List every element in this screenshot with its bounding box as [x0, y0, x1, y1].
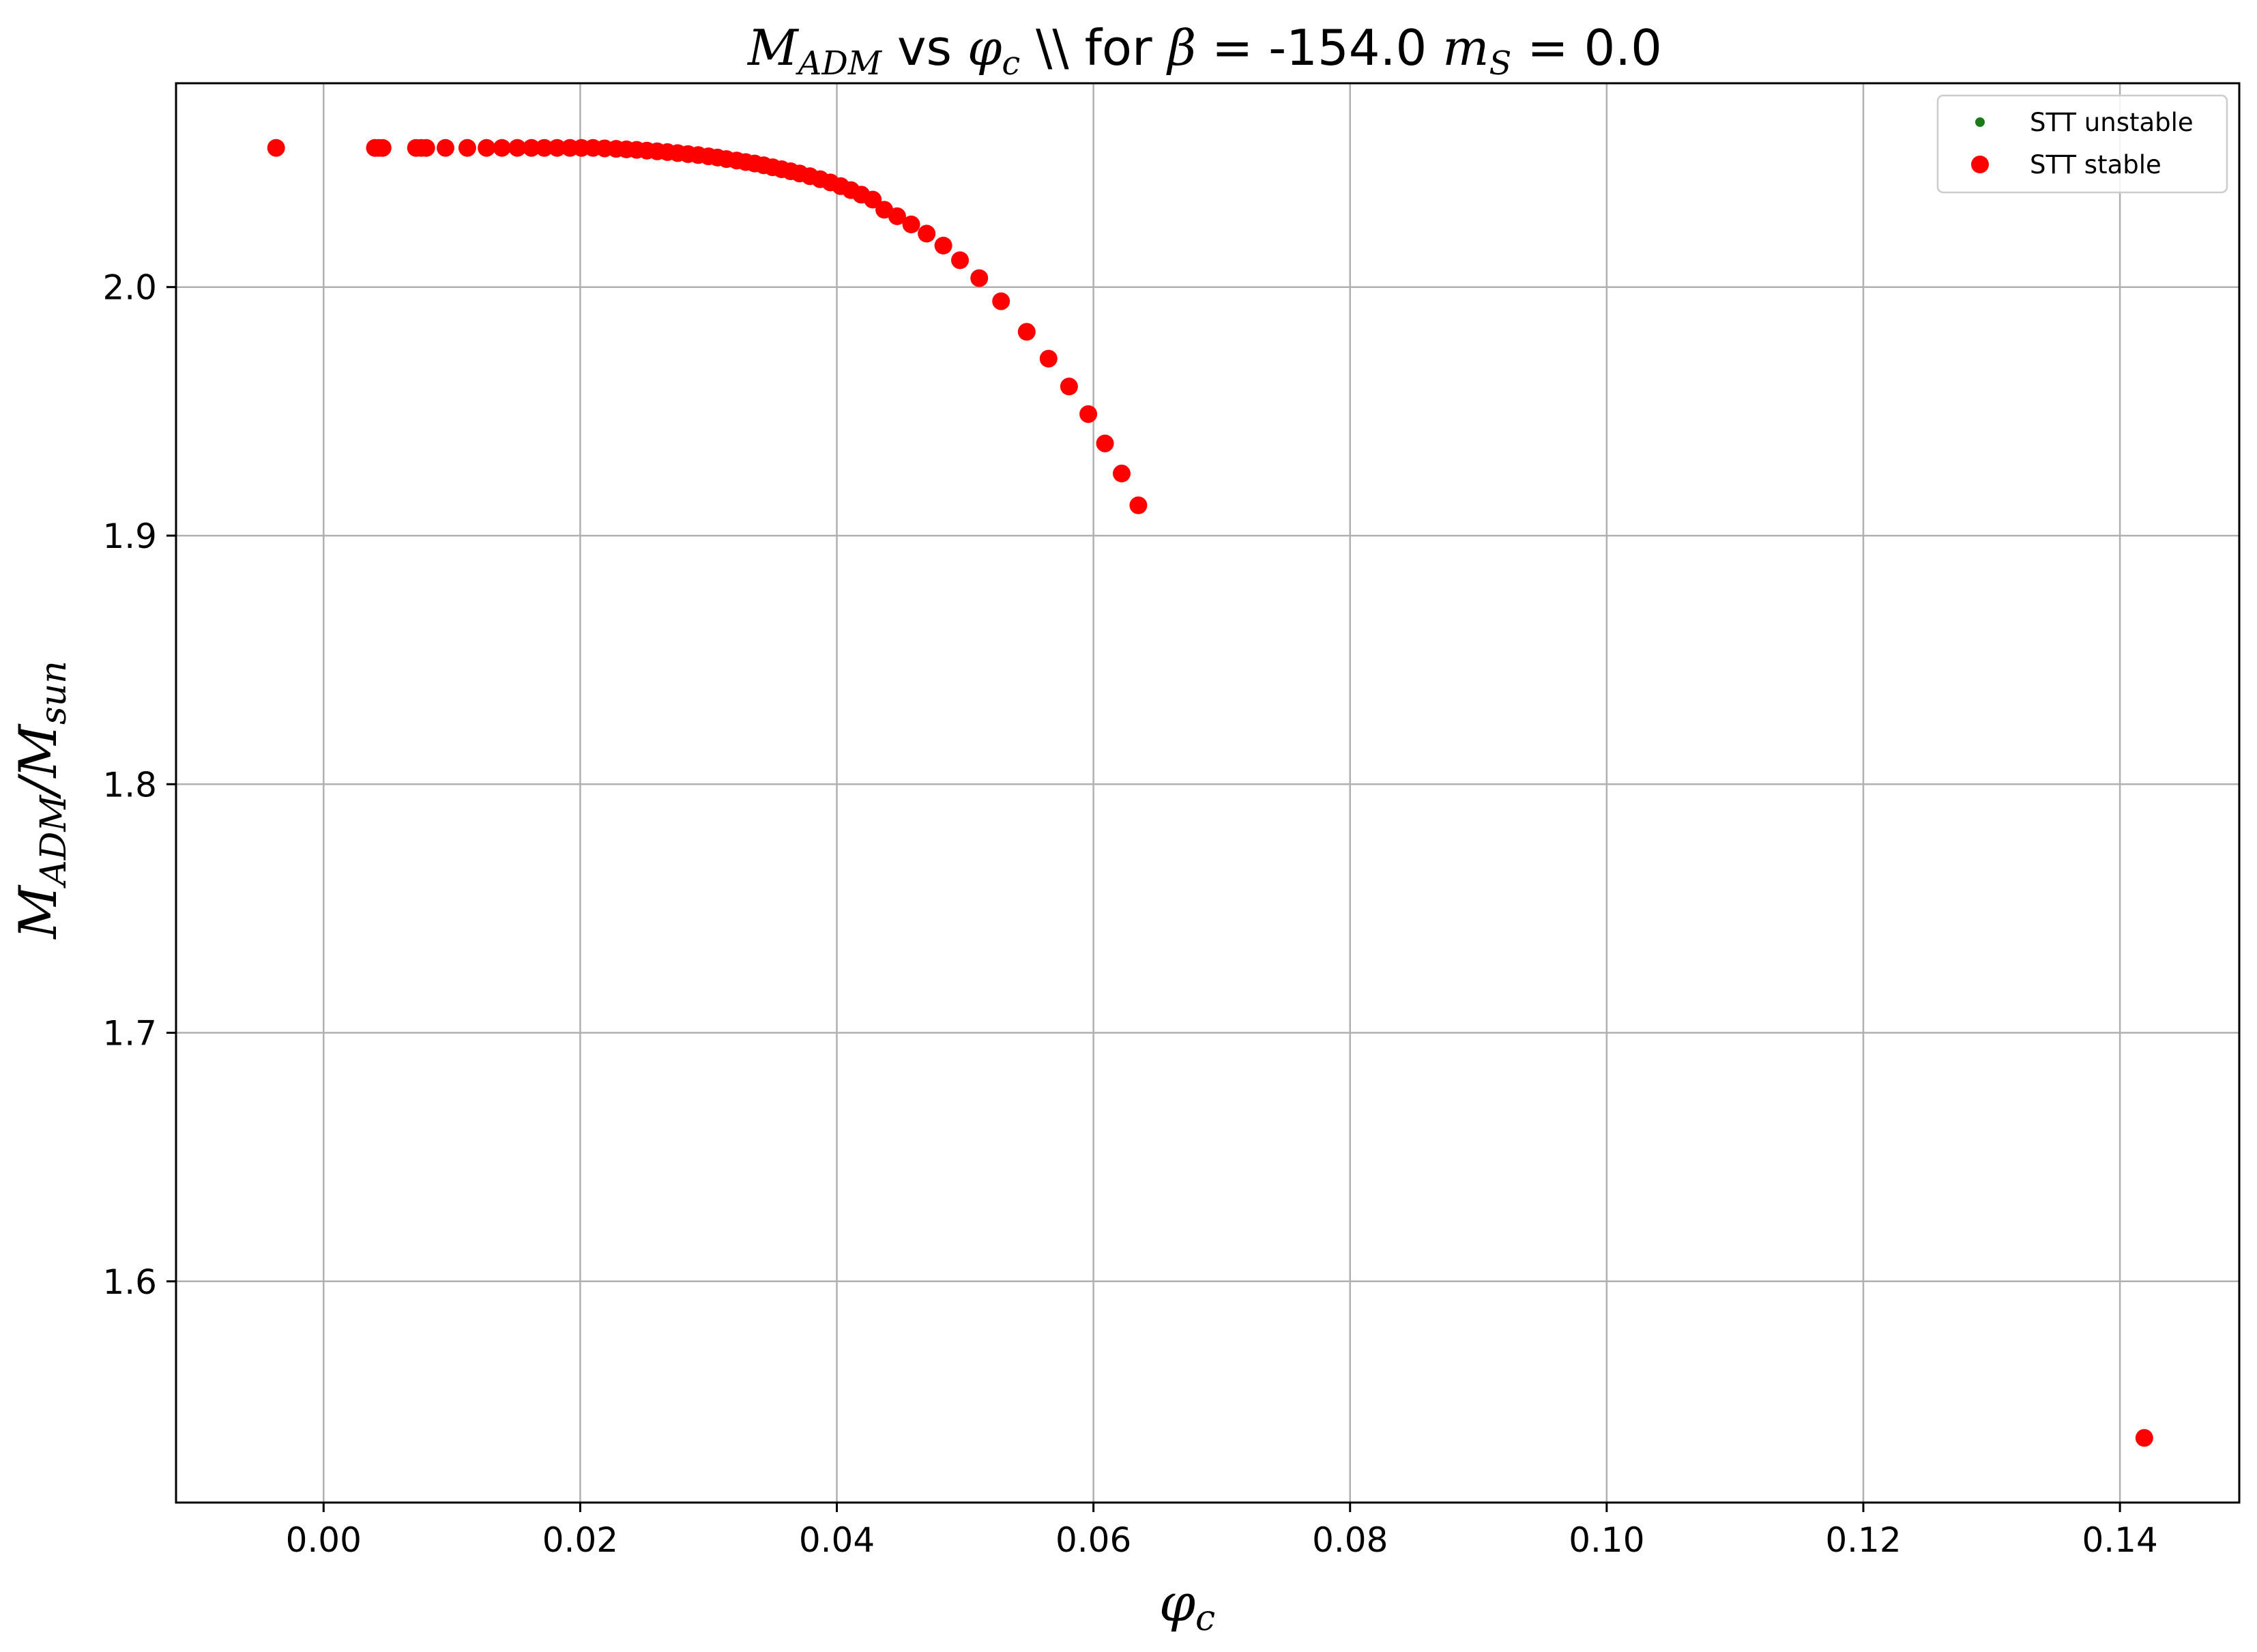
x-tick-label: 0.00 — [286, 1520, 362, 1560]
data-point — [493, 139, 511, 157]
chart-title: MADM vs φc \\ for β = -154.0 mS = 0.0 — [746, 19, 1662, 83]
y-tick-label: 1.9 — [102, 517, 157, 556]
data-point — [1060, 377, 1078, 396]
data-point — [417, 139, 435, 157]
y-tick-label: 1.7 — [102, 1014, 157, 1054]
data-point — [1113, 464, 1131, 482]
x-tick-label: 0.04 — [799, 1520, 875, 1560]
data-point — [508, 139, 527, 157]
data-point — [992, 292, 1010, 310]
data-point — [970, 269, 989, 287]
y-axis-label: MADM/Msun — [8, 661, 74, 940]
data-point — [267, 139, 285, 157]
x-tick-label: 0.14 — [2082, 1520, 2157, 1560]
legend-marker-stt-stable — [1971, 156, 1989, 173]
data-point — [888, 207, 906, 225]
data-point — [1096, 434, 1114, 452]
data-point — [1017, 323, 1036, 341]
data-point — [548, 139, 566, 157]
data-point — [2135, 1429, 2153, 1447]
x-tick-label: 0.12 — [1825, 1520, 1901, 1560]
grid-lines — [176, 83, 2239, 1503]
x-tick-label: 0.10 — [1569, 1520, 1644, 1560]
x-axis-label: φc — [1159, 1572, 1215, 1639]
data-point — [1039, 349, 1058, 368]
legend-label-stt-unstable: STT unstable — [2030, 108, 2194, 137]
legend-box — [1936, 94, 2228, 194]
data-point — [535, 139, 553, 157]
x-tick-label: 0.02 — [542, 1520, 618, 1560]
legend-label-stt-stable: STT stable — [2030, 150, 2161, 179]
data-point — [373, 139, 392, 157]
data-point — [934, 236, 952, 255]
data-points — [267, 139, 2153, 1447]
data-point — [1079, 405, 1098, 423]
data-point — [436, 139, 454, 157]
y-tick-label: 1.8 — [102, 765, 157, 805]
data-point — [478, 139, 496, 157]
data-point — [522, 139, 540, 157]
y-tick-label: 1.6 — [102, 1262, 157, 1302]
x-axis-ticks: 0.00 0.02 0.04 0.06 0.08 0.10 0.12 0.14 — [286, 1503, 2158, 1560]
data-point — [458, 139, 476, 157]
data-point — [918, 224, 936, 243]
data-point — [951, 251, 970, 270]
data-point — [864, 190, 882, 209]
data-point — [902, 215, 920, 233]
plot-frame — [175, 82, 2241, 1504]
x-tick-label: 0.08 — [1312, 1520, 1388, 1560]
legend-marker-stt-unstable — [1975, 117, 1985, 127]
x-tick-label: 0.06 — [1055, 1520, 1131, 1560]
y-axis-ticks: 1.6 1.7 1.8 1.9 2.0 — [102, 268, 176, 1302]
data-point — [1129, 496, 1148, 515]
legend: STT unstable STT stable — [1936, 94, 2228, 194]
y-tick-label: 2.0 — [102, 268, 157, 308]
